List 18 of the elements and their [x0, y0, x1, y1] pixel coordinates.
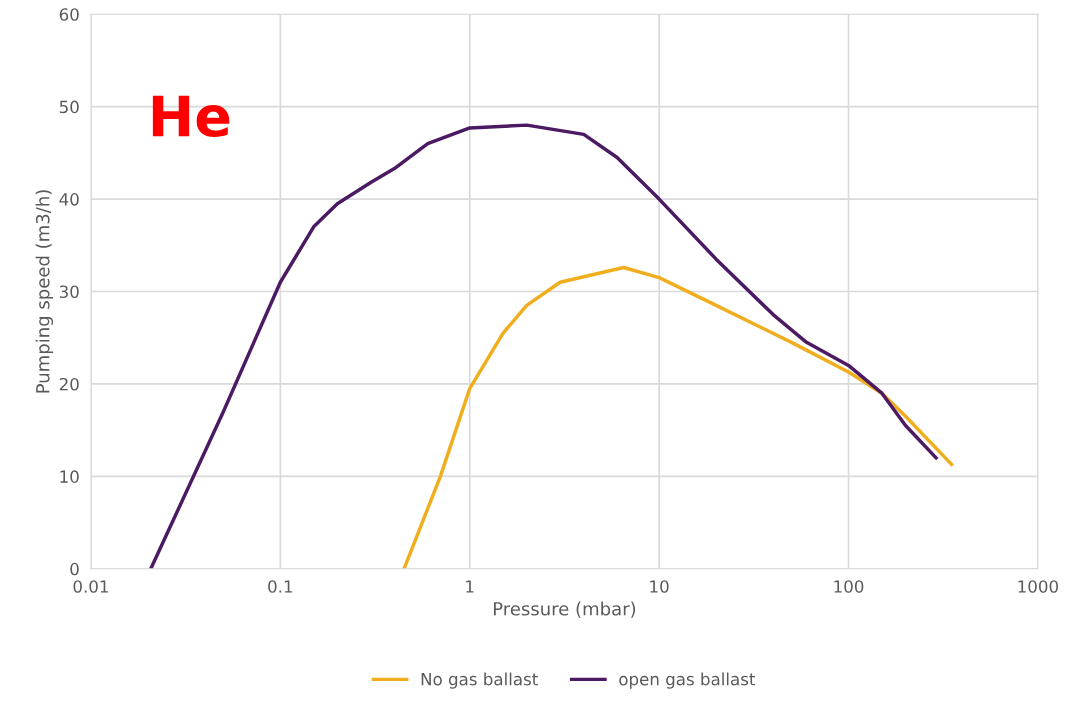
x-tick-label: 1 — [466, 580, 474, 593]
legend-label: open gas ballast — [619, 672, 756, 689]
y-tick-label: 40 — [59, 193, 79, 206]
y-tick-label: 60 — [59, 8, 79, 21]
x-tick-label: 0.01 — [73, 580, 108, 593]
x-axis-title: Pressure (mbar) — [493, 601, 636, 618]
y-tick-label: 50 — [59, 100, 79, 114]
x-tick-label: 100 — [834, 580, 864, 593]
y-tick-label: 0 — [70, 562, 79, 576]
y-tick-label: 30 — [59, 285, 79, 299]
legend-label: No gas ballast — [421, 672, 538, 689]
x-tick-label: 1000 — [1018, 580, 1058, 593]
x-tick-label: 10 — [650, 580, 669, 593]
y-axis-title: Pumping speed (m3/h) — [35, 190, 54, 393]
annotation: He — [152, 95, 230, 138]
y-tick-label: 10 — [60, 470, 79, 483]
x-tick-label: 0.1 — [268, 580, 293, 593]
y-tick-label: 20 — [59, 377, 79, 391]
